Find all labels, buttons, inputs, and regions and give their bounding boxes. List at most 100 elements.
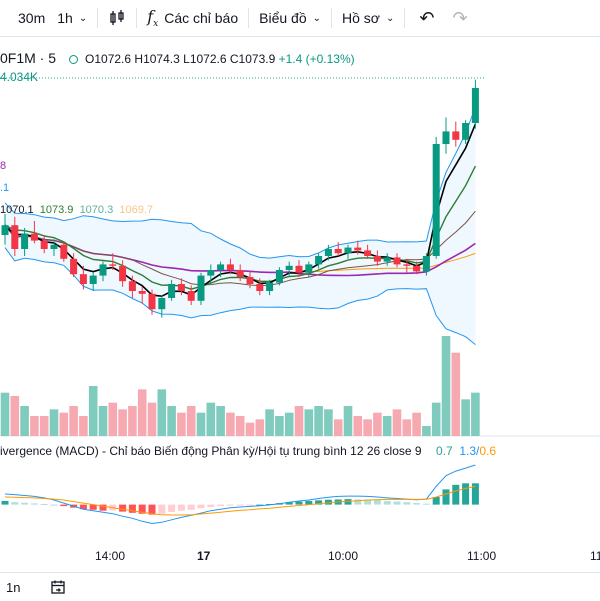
time-label-1000: 10:00 (328, 549, 359, 563)
volume-bar (69, 406, 78, 436)
price-chart[interactable] (0, 0, 600, 570)
candle-body (305, 264, 313, 273)
volume-bar (0, 392, 10, 436)
candle-body (187, 291, 195, 301)
profile-label: Hồ sơ (342, 10, 380, 26)
candle-body (119, 265, 127, 282)
volume-bar (157, 389, 167, 436)
time-axis[interactable]: 14:00 17 10:00 11:00 11 (0, 540, 600, 570)
macd-histogram-bar (60, 504, 68, 507)
macd-histogram-bar (99, 504, 107, 511)
macd-histogram-bar (305, 500, 313, 505)
candle (324, 244, 332, 261)
candle (393, 253, 401, 268)
volume-bar (137, 389, 147, 436)
candle (109, 253, 117, 270)
macd-histogram-bar (226, 504, 234, 506)
candle (70, 253, 78, 277)
macd-histogram-bar (246, 504, 254, 506)
candle-body (275, 270, 283, 283)
macd-histogram-bar (1, 500, 9, 505)
interval-1h-label: 1h (57, 10, 73, 26)
candle-body (324, 249, 332, 256)
candle (21, 228, 29, 256)
candle (119, 260, 127, 287)
candle-body (344, 247, 352, 254)
ma-value-2: 1073.9 (39, 204, 74, 216)
candle (462, 120, 470, 144)
candle-body (422, 256, 430, 272)
candle-body (383, 257, 391, 262)
ma-value-1: 1070.1 (0, 204, 34, 216)
range-1n-button[interactable]: 1n (6, 579, 21, 595)
candle-body (148, 293, 156, 310)
volume-bar (186, 406, 196, 436)
toolbar-divider (136, 8, 138, 28)
volume-bar (147, 402, 157, 436)
low-value: L1072.6 (183, 52, 227, 66)
candle-body (99, 264, 107, 276)
candle (256, 278, 264, 296)
macd-histogram-bar (383, 500, 391, 505)
volume-bar (30, 416, 39, 436)
chevron-down-icon: ⌄ (312, 12, 322, 24)
macd-histogram-bar (236, 504, 244, 506)
undo-button[interactable]: ↶ (409, 0, 444, 36)
volume-bar (167, 406, 176, 436)
volume-bar (196, 412, 206, 436)
candle (403, 258, 411, 273)
candle-body (452, 131, 460, 140)
candle-body (373, 256, 381, 262)
candle (236, 264, 244, 282)
candle (187, 285, 195, 305)
candle-body (79, 274, 87, 284)
date-range-button[interactable] (50, 579, 66, 596)
candle (452, 121, 460, 147)
close-value: C1073.9 (229, 52, 276, 66)
macd-histogram-bar (21, 502, 29, 505)
macd-histogram-bar (138, 504, 146, 514)
indicators-button[interactable]: fx Các chỉ báo (141, 0, 244, 36)
candle (207, 264, 215, 283)
candle (432, 137, 440, 259)
candles-chart-type-button[interactable] (102, 0, 132, 36)
volume-bar (49, 409, 59, 436)
volume-bar (275, 416, 284, 436)
volume-bar (422, 426, 431, 436)
candle (344, 244, 352, 259)
candle-body (70, 258, 78, 275)
candle-body (207, 270, 215, 276)
chart-type-button[interactable]: Biểu đồ ⌄ (253, 0, 327, 36)
macd-histogram-bar (364, 499, 372, 505)
volume-bar (88, 386, 98, 436)
volume-bar (235, 416, 245, 436)
open-value: O1072.6 (85, 52, 132, 66)
candle (148, 289, 156, 315)
candle (60, 242, 68, 262)
macd-histogram-bar (471, 483, 479, 505)
function-icon: fx (147, 6, 159, 30)
candle-body (217, 264, 225, 270)
macd-signal-value: 0.6 (479, 444, 497, 458)
macd-histogram-bar (354, 499, 362, 505)
redo-button[interactable]: ↷ (444, 0, 475, 36)
macd-histogram-bar (148, 504, 156, 515)
candle (168, 279, 176, 301)
top-toolbar: 30m 1h ⌄ fx Các chỉ báo Biểu đồ ⌄ Hồ sơ ⌄… (0, 0, 600, 37)
ma-value-3: 1070.3 (79, 204, 114, 216)
volume-bar (265, 409, 274, 436)
volume-bar (79, 416, 88, 436)
candle-body (364, 250, 372, 256)
candle-body (256, 284, 264, 291)
toolbar-divider (404, 8, 406, 28)
profile-button[interactable]: Hồ sơ ⌄ (336, 0, 400, 36)
macd-histogram-bar (452, 484, 460, 505)
candle-body (11, 225, 19, 249)
high-value: H1074.3 (134, 52, 180, 66)
candle-body (462, 123, 470, 140)
candle-body (109, 264, 117, 266)
interval-30m-button[interactable]: 30m (18, 10, 46, 26)
interval-1h-button[interactable]: 1h ⌄ (51, 0, 93, 36)
macd-histogram-bar (442, 489, 450, 505)
candle (354, 240, 362, 255)
